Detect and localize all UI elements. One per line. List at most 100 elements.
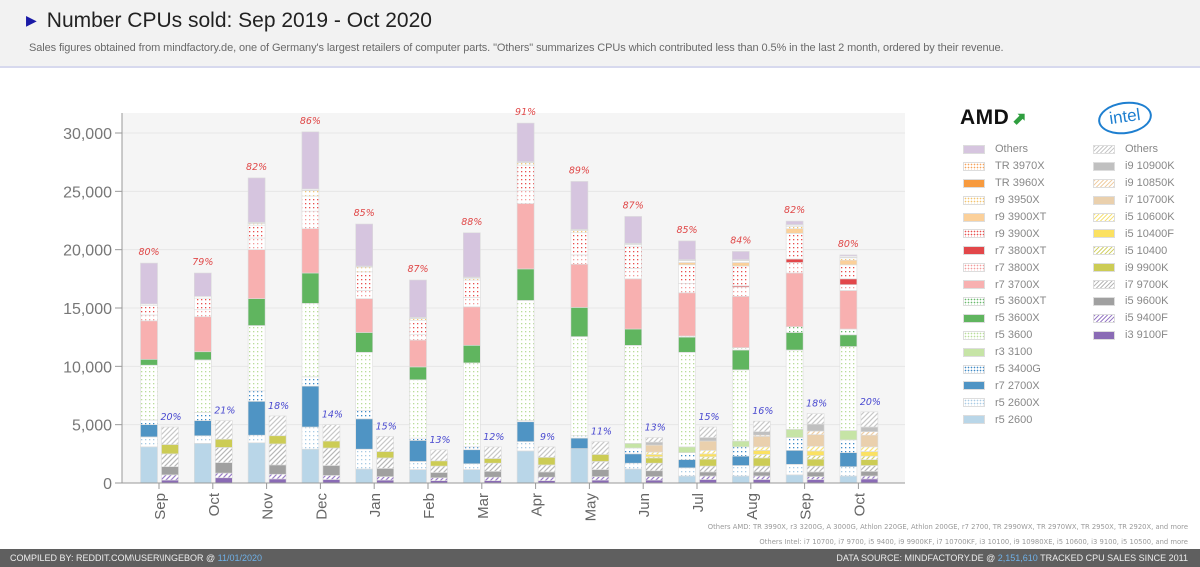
intel-segment-others: [430, 449, 448, 462]
intel-segment-i5-9400f: [699, 475, 717, 480]
amd-segment-r7-3800xt: [785, 258, 804, 263]
amd-segment-r5-3600x: [462, 345, 481, 364]
amd-segment-r5-3400g: [839, 439, 858, 453]
amd-bar-13: [839, 254, 858, 484]
intel-segment-i7-9700k: [215, 447, 233, 463]
legend-swatch: [963, 381, 985, 391]
intel-segment-i5-9600k: [268, 464, 287, 475]
amd-segment-r5-3600: [140, 364, 158, 421]
footer: COMPILED BY: REDDIT.COM\USER\INGEBOR @ 1…: [0, 549, 1200, 567]
amd-segment-r5-2600: [409, 469, 427, 484]
amd-segment-r7-2700x: [301, 385, 320, 428]
amd-segment-r7-3800x: [624, 268, 643, 280]
intel-segment-i7-10700k: [860, 434, 879, 448]
amd-segment-r9-3900x: [516, 164, 535, 192]
amd-segment-others: [140, 262, 158, 305]
amd-segment-r7-2700x: [247, 401, 266, 436]
amd-segment-r9-3900x: [301, 195, 320, 212]
intel-segment-i9-10900k: [752, 431, 771, 436]
x-tick-label: Jun: [636, 493, 653, 517]
amd-segment-r7-3800x: [516, 190, 535, 204]
legend-swatch: [1093, 178, 1115, 188]
amd-segment-r9-3900x: [678, 264, 696, 284]
amd-segment-r5-2600x: [785, 464, 804, 476]
x-tick-label: Apr: [529, 493, 546, 516]
x-tick-label: Oct: [206, 492, 223, 516]
amd-segment-r5-3400g: [140, 419, 158, 425]
footnote-others-intel: Others Intel: i7 10700, i7 9700, i5 9400…: [759, 538, 1188, 546]
amd-segment-r9-3900xt: [731, 262, 750, 267]
amd-segment-r7-3800xt: [839, 278, 858, 285]
amd-arrow-icon: ⬈: [1012, 109, 1028, 128]
legend-item-intel: i3 9100F: [1093, 327, 1175, 344]
amd-segment-r7-3800x: [678, 283, 696, 294]
intel-segment-i5-9600k: [215, 462, 233, 474]
amd-share-label: 80%: [138, 247, 159, 258]
legend-label: i7 9700K: [1125, 278, 1169, 291]
intel-segment-i7-9700k: [591, 461, 610, 470]
amd-segment-r7-3800x: [839, 284, 858, 291]
intel-segment-i5-9600k: [430, 472, 448, 479]
intel-segment-i7-9700k: [806, 465, 825, 473]
x-tick-label: Jul: [690, 493, 707, 512]
intel-segment-i7-9700k: [430, 465, 448, 473]
legend-item-amd: TR 3960X: [963, 175, 1046, 192]
legend-item-amd: r5 3600X: [963, 310, 1046, 327]
amd-segment-r9-3900x: [731, 265, 750, 287]
intel-bar-1: [215, 420, 233, 484]
amd-segment-r9-3900x: [140, 305, 158, 316]
intel-segment-i9-9900k: [591, 454, 610, 462]
legend-item-intel: i9 10850K: [1093, 175, 1175, 192]
intel-segment-others: [268, 415, 287, 437]
amd-segment-r5-3600xt: [785, 326, 804, 333]
y-tick-label: 30,000: [63, 126, 112, 143]
intel-segment-i5-9600k: [161, 466, 179, 476]
intel-bar-11: [752, 420, 771, 484]
intel-share-label: 13%: [645, 423, 666, 434]
amd-segment-r7-3700x: [678, 292, 696, 337]
legend-label: i3 9100F: [1125, 329, 1168, 342]
amd-segment-r9-3950x: [355, 266, 374, 273]
amd-segment-r5-3600: [839, 346, 858, 431]
legend-swatch: [963, 364, 985, 374]
legend-item-intel: i5 9400F: [1093, 310, 1175, 327]
amd-segment-r7-3700x: [624, 278, 643, 330]
amd-segment-r7-2700x: [140, 424, 158, 438]
legend-item-amd: r5 3600XT: [963, 293, 1046, 310]
legend-item-amd: r9 3900XT: [963, 209, 1046, 226]
amd-segment-r9-3950x: [839, 257, 858, 261]
amd-segment-r5-2600: [785, 474, 804, 484]
amd-segment-r5-2600x: [516, 441, 535, 452]
legend-item-intel: i9 10900K: [1093, 158, 1175, 175]
amd-segment-r5-3600: [570, 336, 589, 437]
amd-segment-r7-2700x: [731, 455, 750, 466]
legend-label: r5 3600XT: [995, 295, 1047, 308]
legend-swatch: [963, 246, 985, 256]
legend-label: r5 3600X: [995, 312, 1040, 325]
intel-segment-i7-9700k: [161, 453, 179, 467]
x-tick-label: Dec: [313, 493, 330, 520]
amd-segment-r5-3600x: [194, 351, 212, 361]
amd-segment-r9-3950x: [301, 190, 320, 197]
amd-share-label: 87%: [623, 200, 644, 211]
legend-swatch: [963, 280, 985, 290]
intel-segment-i5-9600k: [806, 471, 825, 477]
intel-segment-i5-9400f: [376, 476, 395, 481]
legend-label: r5 2600X: [995, 396, 1040, 409]
y-tick-label: 20,000: [63, 243, 112, 260]
amd-segment-r7-3700x: [140, 320, 158, 360]
amd-bar-3: [301, 131, 320, 484]
amd-segment-r5-3600x: [301, 272, 320, 304]
intel-share-label: 21%: [214, 406, 235, 417]
amd-segment-r5-3600: [516, 300, 535, 421]
legend-label: r5 3400G: [995, 363, 1041, 376]
intel-segment-i7-10700k: [806, 434, 825, 447]
intel-segment-others: [376, 436, 395, 452]
legend-swatch: [1093, 229, 1115, 239]
amd-segment-r5-3600x: [731, 349, 750, 371]
amd-segment-r7-3800x: [731, 286, 750, 297]
legend-item-amd: TR 3970X: [963, 158, 1046, 175]
amd-segment-r7-3800x: [355, 290, 374, 299]
amd-segment-r5-3600x: [140, 359, 158, 366]
legend-swatch: [963, 161, 985, 171]
